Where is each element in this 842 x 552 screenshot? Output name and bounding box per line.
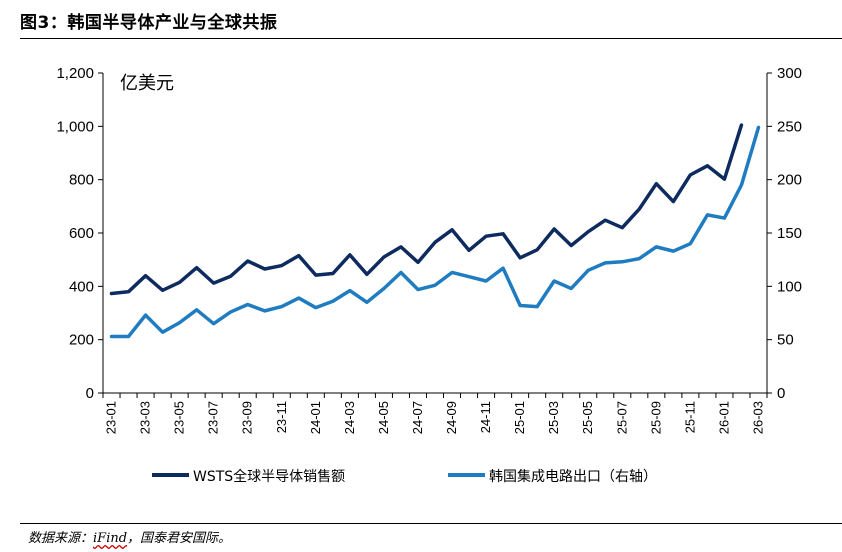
left-tick-label: 800 <box>69 172 94 189</box>
series-line-wsts <box>109 123 744 296</box>
x-tick-label: 24-07 <box>410 401 425 434</box>
x-tick-label: 24-01 <box>308 401 323 434</box>
x-tick-label: 25-01 <box>512 401 527 434</box>
footer-divider <box>20 523 842 524</box>
source-note: 数据来源：iFind，国泰君安国际。 <box>28 527 231 546</box>
x-tick-label: 23-05 <box>172 401 187 434</box>
left-tick-label: 400 <box>69 278 94 295</box>
source-suffix: ，国泰君安国际。 <box>127 531 232 546</box>
x-tick-label: 23-01 <box>104 401 119 434</box>
right-tick-label: 100 <box>777 278 802 295</box>
right-tick-label: 200 <box>777 172 802 189</box>
x-tick-label: 23-11 <box>274 401 289 433</box>
source-name: iFind <box>93 531 128 546</box>
x-tick-label: 24-03 <box>342 401 357 434</box>
x-tick-label: 26-03 <box>750 401 765 434</box>
unit-label: 亿美元 <box>120 73 174 94</box>
chart: 0 200 400 600 800 1,000 1,200 0 50 100 150 200 250 30… <box>56 65 802 485</box>
x-tick-label: 24-11 <box>478 401 493 433</box>
series-line-korea-ic-exports <box>109 125 761 339</box>
x-tick-label: 24-05 <box>376 401 391 434</box>
chart-ticks: 0 200 400 600 800 1,000 1,200 0 50 100 150 200 250 30… <box>56 65 802 434</box>
source-prefix: 数据来源： <box>28 531 94 546</box>
figure-title: 图3：韩国半导体产业与全球共振 <box>20 13 278 33</box>
x-tick-label: 25-03 <box>546 401 561 434</box>
left-tick-label: 1,200 <box>56 65 94 82</box>
left-tick-label: 200 <box>69 332 94 349</box>
x-tick-label: 23-09 <box>240 401 255 434</box>
right-tick-label: 250 <box>777 118 802 135</box>
x-tick-label: 24-09 <box>444 401 459 434</box>
right-tick-label: 150 <box>777 225 802 242</box>
x-tick-label: 23-07 <box>206 401 221 434</box>
right-tick-label: 300 <box>777 65 802 82</box>
x-tick-label: 23-03 <box>138 401 153 434</box>
x-tick-label: 26-01 <box>716 401 731 434</box>
x-tick-label: 25-11 <box>682 401 697 433</box>
chart-legend: WSTS全球半导体销售额 韩国集成电路出口（右轴） <box>152 468 657 485</box>
left-tick-label: 0 <box>86 385 94 402</box>
chart-lines <box>109 123 761 339</box>
right-tick-label: 50 <box>777 332 794 349</box>
chart-axes <box>102 73 768 394</box>
x-tick-label: 25-07 <box>614 401 629 434</box>
legend-label-wsts: WSTS全球半导体销售额 <box>193 468 345 485</box>
x-tick-label: 25-05 <box>580 401 595 434</box>
legend-label-korea-ic-exports: 韩国集成电路出口（右轴） <box>489 468 657 485</box>
right-tick-label: 0 <box>777 385 785 402</box>
left-tick-label: 1,000 <box>56 118 94 135</box>
title-divider <box>20 38 842 39</box>
left-tick-label: 600 <box>69 225 94 242</box>
x-tick-label: 25-09 <box>648 401 663 434</box>
